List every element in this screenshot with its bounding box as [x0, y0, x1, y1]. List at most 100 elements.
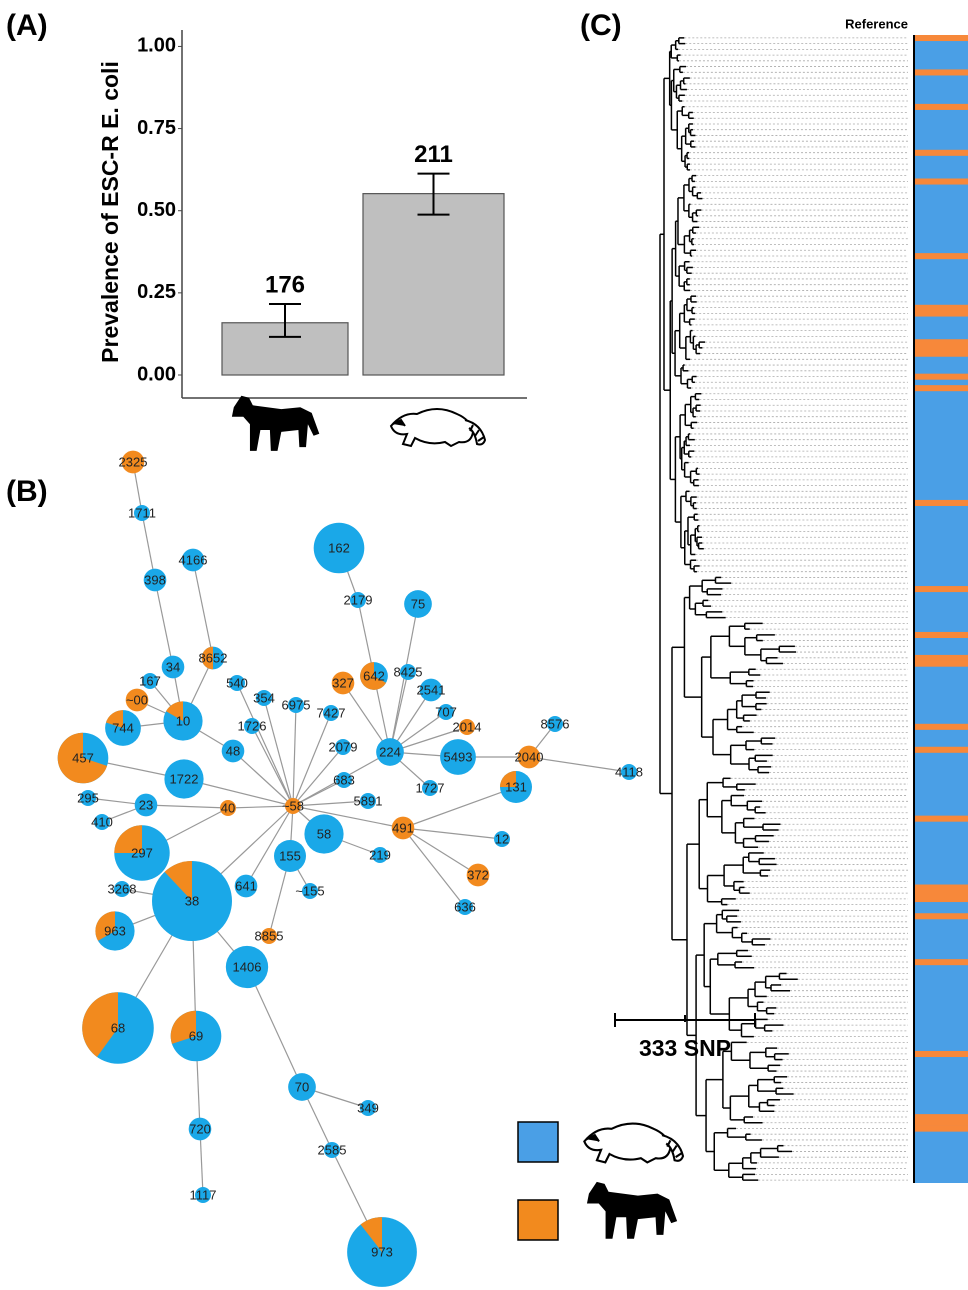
node [457, 899, 473, 915]
bar-annotation: 211 [414, 141, 453, 168]
edge [236, 682, 294, 807]
edge [528, 756, 630, 773]
node [285, 798, 301, 814]
node [288, 697, 304, 713]
node [142, 673, 158, 689]
node [181, 548, 205, 572]
node-label: 69 [189, 1028, 203, 1043]
panel-label: (C) [580, 9, 622, 42]
legend-swatch [517, 1199, 559, 1241]
node [244, 718, 260, 734]
node [195, 1187, 211, 1203]
host-strip-dog [915, 884, 968, 891]
node-label: 642 [363, 668, 385, 683]
y-tick-label: 0.00 [137, 363, 176, 385]
node-dog-slice [170, 1010, 196, 1044]
host-strip-dog [915, 103, 968, 110]
host-strip-dog [915, 654, 968, 661]
node [304, 814, 344, 854]
y-tick-label: 0.25 [137, 281, 176, 303]
edge [402, 827, 503, 840]
host-strip-dog [915, 631, 968, 638]
node [125, 688, 149, 712]
node [547, 716, 563, 732]
edge [246, 966, 303, 1088]
node-label: 491 [392, 820, 414, 835]
node-label: 38 [185, 893, 199, 908]
host-strip-dog [915, 746, 968, 753]
node-label: 10 [176, 713, 190, 728]
edge [245, 805, 294, 887]
host-strip-dog [915, 253, 968, 260]
node-label: 68 [111, 1020, 125, 1035]
host-strip-dog [915, 1050, 968, 1058]
node [229, 675, 245, 691]
node-dog-slice [360, 662, 386, 690]
node-label: ~155 [295, 883, 324, 898]
node [440, 739, 476, 775]
node-dog-slice [57, 732, 108, 784]
node-label: 8652 [199, 650, 228, 665]
host-strip-dog [915, 373, 968, 380]
host-strip [915, 35, 968, 1183]
node-label: 5493 [444, 749, 473, 764]
node [225, 945, 269, 989]
node-label: 167 [139, 673, 161, 688]
node [372, 847, 388, 863]
node-label: 70 [295, 1079, 309, 1094]
node-label: 8576 [541, 716, 570, 731]
legend-swatch [517, 1121, 559, 1163]
edge [292, 800, 369, 807]
node [391, 816, 415, 840]
edge [232, 750, 294, 807]
host-strip-dog [915, 1125, 968, 1132]
edge [292, 712, 332, 807]
edge [292, 704, 297, 807]
node [404, 590, 432, 618]
node [256, 690, 272, 706]
edge [227, 805, 294, 809]
host-strip-dog [915, 815, 968, 822]
node [376, 738, 404, 766]
node [221, 739, 245, 763]
node-label: 2585 [318, 1142, 347, 1157]
node-label: 219 [369, 847, 391, 862]
host-strip-dog [915, 723, 968, 730]
edge [402, 827, 479, 876]
node-dog-slice [95, 911, 115, 941]
host-strip-dog [915, 959, 968, 966]
host-strip-dog [915, 385, 968, 392]
edge [141, 512, 156, 581]
y-tick-label: 0.75 [137, 117, 176, 139]
host-strip-dog [915, 178, 968, 185]
node-label: 744 [112, 720, 134, 735]
panel-a: (A) Prevalence of ESC-R E. coli 0.00 0.25… [6, 9, 527, 451]
node [360, 793, 376, 809]
node-label: ~00 [126, 692, 148, 707]
node [323, 705, 339, 721]
node-label: 155 [279, 848, 301, 863]
host-strip-dog [915, 339, 968, 346]
node-dog-slice [500, 771, 516, 787]
node-label: 707 [435, 704, 457, 719]
node-label: 372 [467, 867, 489, 882]
edge [154, 579, 174, 668]
node [302, 883, 318, 899]
raccoon-icon [583, 1122, 685, 1164]
host-strip-dog [915, 586, 968, 593]
node [621, 764, 637, 780]
host-strip-dog [915, 344, 968, 351]
bar-annotation: 176 [265, 271, 305, 298]
node-label: 3268 [108, 881, 137, 896]
node [313, 522, 365, 574]
node [161, 655, 185, 679]
node [517, 745, 541, 769]
node-label: 8855 [255, 928, 284, 943]
node [438, 704, 454, 720]
host-strip-dog [915, 35, 968, 42]
node-label: 1406 [233, 959, 262, 974]
y-tick-label: 1.00 [137, 35, 176, 57]
node [114, 881, 130, 897]
node [134, 793, 158, 817]
